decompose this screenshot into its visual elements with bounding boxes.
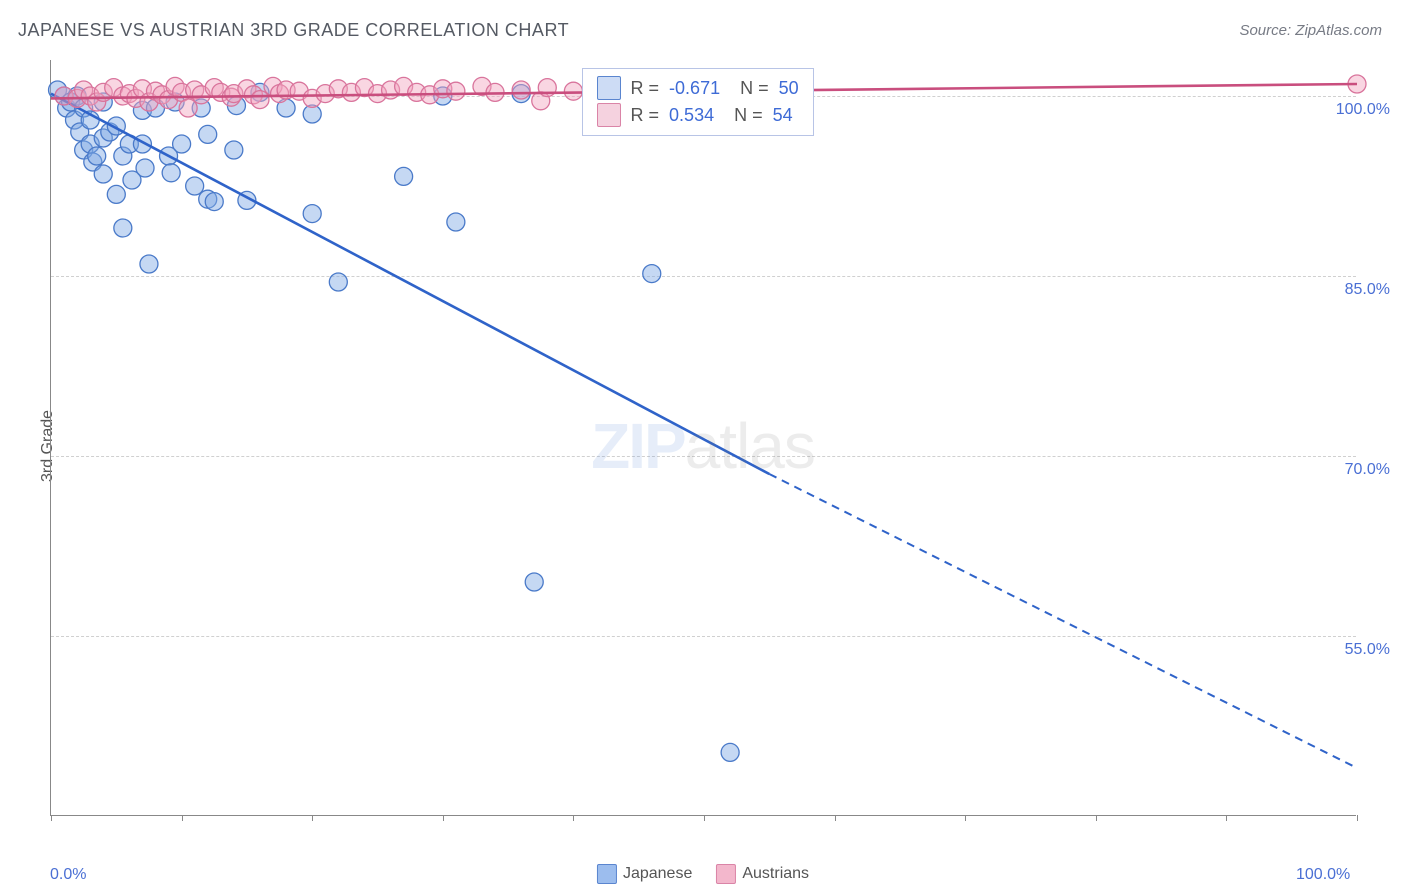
data-point [94,165,112,183]
ytick-label: 70.0% [1345,461,1390,479]
data-point [329,273,347,291]
xtick-label: 0.0% [50,866,86,884]
data-point [251,91,269,109]
watermark-zip: ZIP [591,410,685,482]
stats-row: R = -0.671 N = 50 [597,75,799,102]
data-point [303,205,321,223]
stats-n-label: N = [740,75,769,102]
legend-bottom: Japanese Austrians [597,864,809,884]
data-point [225,141,243,159]
data-point [186,177,204,195]
data-point [395,167,413,185]
stats-row: R = 0.534 N = 54 [597,102,799,129]
stats-swatch [597,103,621,127]
legend-item: Japanese [597,864,692,884]
data-point [179,99,197,117]
stats-n-label: N = [734,102,763,129]
data-point [512,81,530,99]
data-point [114,219,132,237]
trend-line-dashed [769,474,1357,768]
data-point [643,265,661,283]
stats-r-label: R = [631,102,660,129]
data-point [564,82,582,100]
xtick-label: 100.0% [1296,866,1350,884]
data-point [199,125,217,143]
stats-r-label: R = [631,75,660,102]
data-point [140,255,158,273]
data-point [525,573,543,591]
stats-n-value: 50 [779,75,799,102]
legend-swatch [597,864,617,884]
watermark-atlas: atlas [685,410,815,482]
watermark: ZIPatlas [591,409,815,483]
ytick-label: 55.0% [1345,641,1390,659]
data-point [447,213,465,231]
data-point [447,82,465,100]
legend-label: Austrians [742,865,809,882]
legend-swatch [716,864,736,884]
legend-item: Austrians [716,864,809,884]
stats-n-value: 54 [773,102,793,129]
stats-box: R =-0.671N =50R =0.534N =54 [582,68,814,136]
data-point [88,147,106,165]
xtick [1357,815,1358,821]
ytick-label: 100.0% [1336,101,1390,119]
data-point [136,159,154,177]
stats-swatch [597,76,621,100]
data-point [205,193,223,211]
data-point [721,743,739,761]
data-point [107,185,125,203]
legend-label: Japanese [623,865,692,882]
data-point [173,135,191,153]
stats-r-value: -0.671 [669,75,720,102]
chart-title: JAPANESE VS AUSTRIAN 3RD GRADE CORRELATI… [18,20,569,41]
stats-r-value: 0.534 [669,102,714,129]
ytick-label: 85.0% [1345,281,1390,299]
source-label: Source: ZipAtlas.com [1239,22,1382,39]
data-point [162,164,180,182]
